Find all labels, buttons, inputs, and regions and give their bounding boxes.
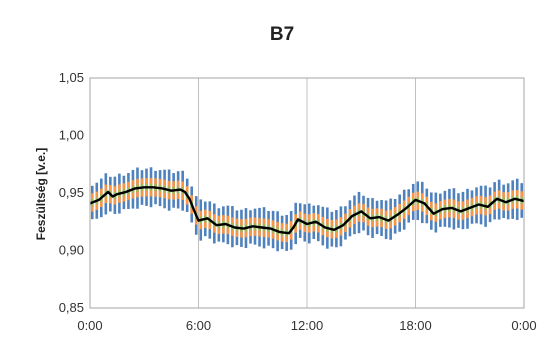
x-tick-label: 0:00	[77, 318, 102, 333]
y-tick-label: 0,95	[59, 185, 84, 200]
y-tick-label: 0,90	[59, 243, 84, 258]
grid-lines	[198, 78, 416, 308]
y-tick-labels: 0,85 0,90 0,95 1,00 1,05	[59, 70, 84, 315]
y-tick-label: 1,05	[59, 70, 84, 85]
x-tick-labels: 0:00 6:00 12:00 18:00 0:00	[77, 318, 536, 333]
x-tick-label: 0:00	[511, 318, 536, 333]
y-axis-label: Feszültség [v.e.]	[34, 148, 48, 240]
median-line	[89, 186, 525, 235]
chart-title: B7	[270, 24, 294, 45]
y-tick-label: 0,85	[59, 300, 84, 315]
median-series	[89, 186, 525, 235]
x-tick-label: 6:00	[186, 318, 211, 333]
x-tick-label: 12:00	[291, 318, 324, 333]
plot-frame	[89, 77, 525, 309]
x-tick-label: 18:00	[399, 318, 432, 333]
y-tick-label: 1,00	[59, 128, 84, 143]
